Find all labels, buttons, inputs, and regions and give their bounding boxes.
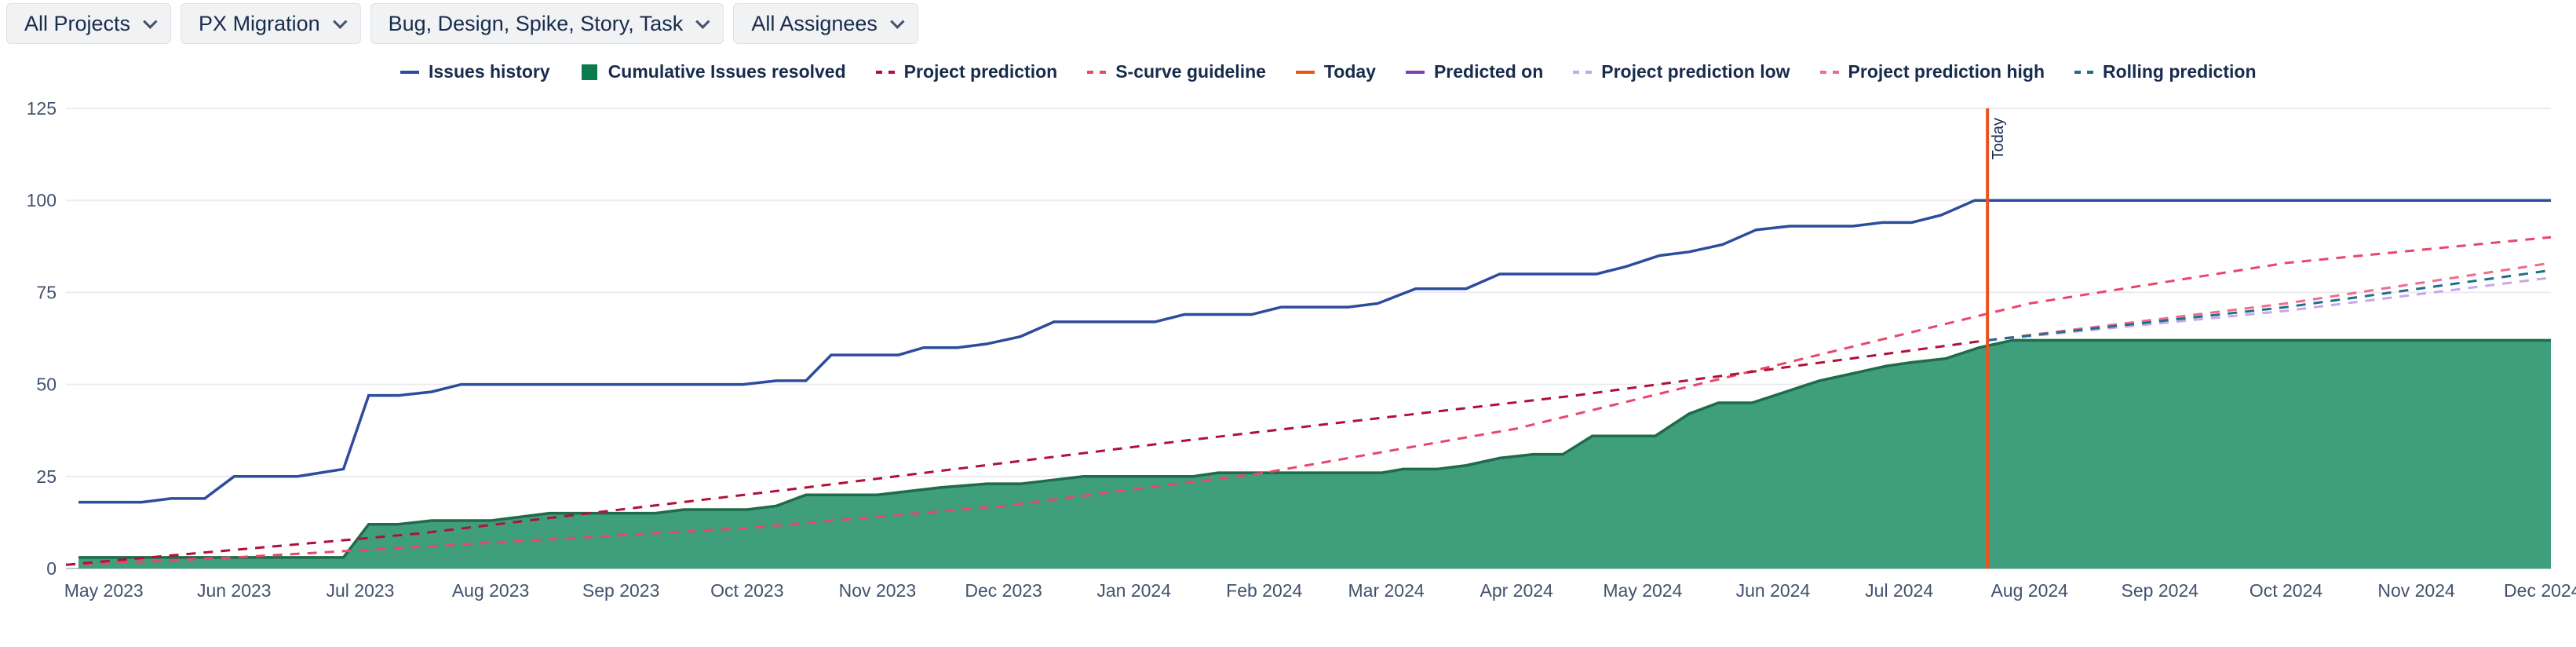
legend-swatch-icon [1573,70,1593,74]
x-tick-label: Nov 2024 [2377,580,2455,601]
chart-legend: Issues history Cumulative Issues resolved… [399,61,2285,82]
x-tick-label: Dec 2024 [2504,580,2576,601]
today-label: Today [1990,118,2007,159]
y-tick-label: 0 [46,558,57,579]
legend-swatch-icon [1295,70,1315,74]
x-tick-label: Jun 2023 [197,580,272,601]
x-tick-label: May 2024 [1603,580,1682,601]
y-tick-label: 25 [36,466,57,487]
legend-label: Issues history [429,61,550,82]
legend-label: Predicted on [1433,61,1544,82]
assignee-filter-dropdown[interactable]: All Assignees [733,3,918,44]
legend-swatch-icon [1819,70,1839,74]
legend-label: Rolling prediction [2103,61,2257,82]
rolling-prediction-line [1987,269,2552,342]
s-curve-guideline-line [65,236,2552,566]
y-tick-label: 100 [27,190,57,210]
legend-item[interactable]: Predicted on [1404,61,1543,82]
legend-item[interactable]: Issues history [399,61,550,82]
resolved-area [78,340,2552,568]
x-tick-label: Oct 2023 [710,580,783,601]
legend-swatch-icon [400,70,419,74]
legend-item[interactable]: Project prediction [874,61,1058,82]
legend-swatch-icon [581,64,597,80]
project-prediction-line [65,338,1988,566]
x-tick-label: Jul 2023 [327,580,395,601]
x-tick-label: Mar 2024 [1348,580,1425,601]
legend-label: Cumulative Issues resolved [608,61,846,82]
legend-label: S-curve guideline [1115,61,1266,82]
x-tick-label: Dec 2023 [965,580,1042,601]
legend-label: Project prediction [903,61,1058,82]
x-tick-label: Sep 2023 [582,580,659,601]
legend-item[interactable]: Rolling prediction [2073,61,2257,82]
issue-type-filter-dropdown[interactable]: Bug, Design, Spike, Story, Task [370,3,724,44]
legend-item[interactable]: S-curve guideline [1085,61,1266,82]
project-filter-label: All Projects [24,11,131,35]
legend-swatch-icon [1087,70,1107,74]
version-filter-dropdown[interactable]: PX Migration [181,3,361,44]
legend-swatch-icon [1405,70,1425,74]
x-tick-label: Aug 2023 [452,580,529,601]
legend-label: Project prediction high [1848,61,2045,82]
version-filter-label: PX Migration [199,11,320,35]
x-tick-label: Jun 2024 [1736,580,1811,601]
resolved-line [78,338,2551,559]
project-prediction-high-line [1987,261,2552,342]
project-prediction-low-line [1987,276,2552,342]
x-tick-label: May 2023 [64,580,144,601]
filter-bar: All Projects PX Migration Bug, Design, S… [6,3,918,44]
issue-type-filter-label: Bug, Design, Spike, Story, Task [388,11,684,35]
y-tick-label: 75 [36,282,57,302]
x-tick-label: Jan 2024 [1096,580,1171,601]
x-tick-label: Sep 2024 [2122,580,2199,601]
legend-swatch-icon [875,70,895,74]
issues-history-line [78,199,2551,504]
x-tick-label: Apr 2024 [1480,580,1553,601]
x-tick-label: Oct 2024 [2249,580,2323,601]
assignee-filter-label: All Assignees [751,11,878,35]
legend-item[interactable]: Project prediction low [1571,61,1790,82]
y-tick-label: 125 [27,98,57,119]
legend-label: Today [1323,61,1376,82]
y-tick-label: 50 [36,375,57,395]
legend-item[interactable]: Cumulative Issues resolved [578,61,846,82]
x-tick-label: Jul 2024 [1865,580,1933,601]
legend-item[interactable]: Project prediction high [1819,61,2045,82]
x-tick-label: Nov 2023 [839,580,916,601]
legend-swatch-icon [2074,70,2093,74]
x-tick-label: Feb 2024 [1226,580,1302,601]
x-tick-label: Aug 2024 [1990,580,2068,601]
project-filter-dropdown[interactable]: All Projects [6,3,172,44]
legend-item[interactable]: Today [1294,61,1376,82]
legend-label: Project prediction low [1601,61,1790,82]
